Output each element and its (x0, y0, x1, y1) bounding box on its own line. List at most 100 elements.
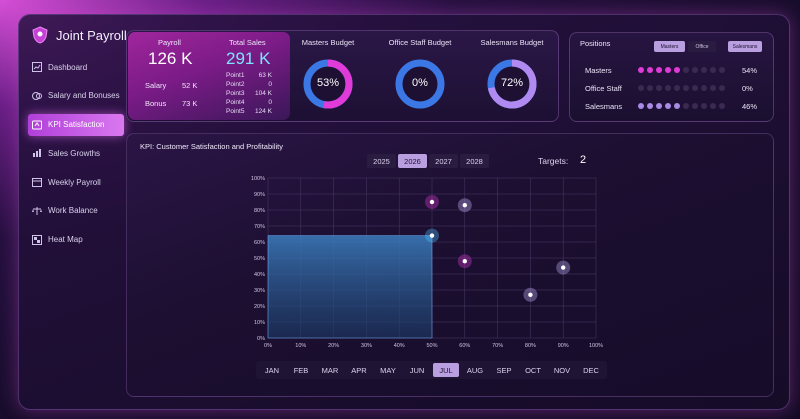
salesmans-budget-percent: 72% (500, 77, 524, 89)
scatter-point[interactable] (528, 292, 533, 297)
month-button[interactable]: SEP (496, 365, 512, 375)
scales-icon (32, 206, 42, 215)
month-button[interactable]: FEB (293, 365, 309, 375)
position-dot (719, 85, 725, 91)
position-dot (710, 85, 716, 91)
sales-point-value: 0 (268, 99, 272, 106)
position-dot (719, 103, 725, 109)
donut-arc (487, 59, 537, 109)
position-dots-office (638, 85, 725, 91)
office-budget-donut (395, 59, 445, 109)
donut-hole (403, 67, 437, 101)
sidebar-item-weekly-payroll[interactable]: Weekly Payroll (28, 171, 124, 193)
month-button[interactable]: MAY (380, 365, 396, 375)
masters-budget-title: Masters Budget (301, 38, 355, 47)
month-selector: JAN FEB MAR APR MAY JUN JUL AUG SEP OCT … (256, 361, 607, 379)
position-label: Masters (585, 66, 612, 75)
position-dot (701, 67, 707, 73)
position-dot (683, 67, 689, 73)
positions-tab-salesmans[interactable]: Salesmans (728, 41, 762, 52)
sales-point-label: Point4 (226, 99, 245, 106)
month-button[interactable]: NOV (553, 365, 571, 375)
sidebar-item-heat-map[interactable]: Heat Map (28, 229, 124, 251)
money-icon (32, 91, 42, 100)
scatter-point[interactable] (429, 233, 435, 238)
sales-point-label: Point5 (226, 108, 245, 115)
position-label: Salesmans (585, 102, 623, 111)
position-dot (638, 85, 644, 91)
sales-point-label: Point1 (226, 72, 245, 79)
month-button[interactable]: OCT (525, 365, 541, 375)
y-tick-label: 10% (254, 320, 265, 326)
kpi-title: KPI: Customer Satisfaction and Profitabi… (140, 142, 283, 151)
month-button[interactable]: APR (351, 365, 367, 375)
position-dot (674, 67, 680, 73)
y-tick-label: 20% (254, 304, 265, 310)
y-tick-label: 70% (254, 224, 265, 230)
position-dots-salesmans (638, 103, 725, 109)
month-button[interactable]: DEC (583, 365, 599, 375)
x-tick-label: 50% (426, 343, 437, 349)
sales-point-value: 63 K (258, 72, 272, 79)
sidebar-item-label: Dashboard (48, 62, 88, 72)
year-button[interactable]: 2027 (429, 154, 458, 168)
heatmap-icon (32, 234, 42, 245)
brand: Joint Payroll (32, 26, 127, 44)
x-tick-label: 60% (459, 343, 470, 349)
y-tick-label: 90% (254, 192, 265, 198)
position-dot (710, 67, 716, 73)
sidebar-item-sales-growths[interactable]: Sales Growths (28, 142, 124, 164)
scatter-point[interactable] (561, 265, 566, 270)
sidebar-item-label: Weekly Payroll (48, 177, 101, 187)
payroll-title: Payroll (158, 38, 181, 47)
dashboard-icon (32, 62, 42, 72)
sidebar-item-kpi-satisfaction[interactable]: KPI Satisfaction (28, 113, 124, 136)
position-dot (665, 103, 671, 109)
position-dot (674, 103, 680, 109)
shield-logo-icon (32, 26, 48, 44)
y-tick-label: 80% (254, 208, 265, 214)
total-sales-value: 291 K (226, 49, 271, 68)
masters-budget-donut (303, 59, 353, 109)
targets-label: Targets: (538, 156, 569, 166)
y-tick-label: 100% (251, 176, 265, 182)
position-dot (683, 85, 689, 91)
positions-title: Positions (580, 39, 611, 48)
month-button[interactable]: AUG (466, 365, 484, 375)
sidebar-item-work-balance[interactable]: Work Balance (28, 200, 124, 222)
office-budget-percent: 0% (412, 77, 428, 89)
position-dot (710, 103, 716, 109)
month-button[interactable]: JUN (409, 365, 425, 375)
y-tick-label: 60% (254, 240, 265, 246)
bonus-label: Bonus (145, 99, 167, 108)
year-button[interactable]: 2025 (367, 154, 396, 168)
year-button[interactable]: 2028 (460, 154, 489, 168)
position-dot (701, 85, 707, 91)
sales-point-label: Point3 (226, 90, 245, 97)
month-button[interactable]: JAN (264, 365, 280, 375)
sidebar-item-label: Heat Map (48, 235, 83, 245)
year-button-active[interactable]: 2026 (398, 154, 427, 168)
position-dot (638, 67, 644, 73)
scatter-point[interactable] (429, 199, 435, 205)
position-dot (656, 85, 662, 91)
positions-tab-masters[interactable]: Masters (654, 41, 685, 52)
sidebar-nav: Dashboard Salary and Bonuses KPI Satisfa… (28, 56, 124, 258)
position-dot (665, 85, 671, 91)
bar-chart-icon (33, 149, 41, 158)
donut-track (395, 59, 445, 109)
scatter-point[interactable] (462, 259, 467, 264)
position-value: 54% (742, 66, 758, 75)
sales-point-value: 0 (268, 81, 272, 88)
month-button-active[interactable]: JUL (433, 363, 459, 377)
positions-tab-office[interactable]: Office (688, 41, 716, 52)
y-tick-label: 0% (257, 336, 265, 342)
office-budget-title: Office Staff Budget (388, 38, 452, 47)
position-dot (647, 103, 653, 109)
scatter-point[interactable] (462, 203, 467, 208)
sidebar-item-salary-bonuses[interactable]: Salary and Bonuses (28, 85, 124, 107)
sidebar-item-label: Salary and Bonuses (48, 91, 120, 101)
sidebar-item-dashboard[interactable]: Dashboard (28, 56, 124, 78)
month-button[interactable]: MAR (321, 365, 339, 375)
targets-value: 2 (580, 154, 587, 166)
